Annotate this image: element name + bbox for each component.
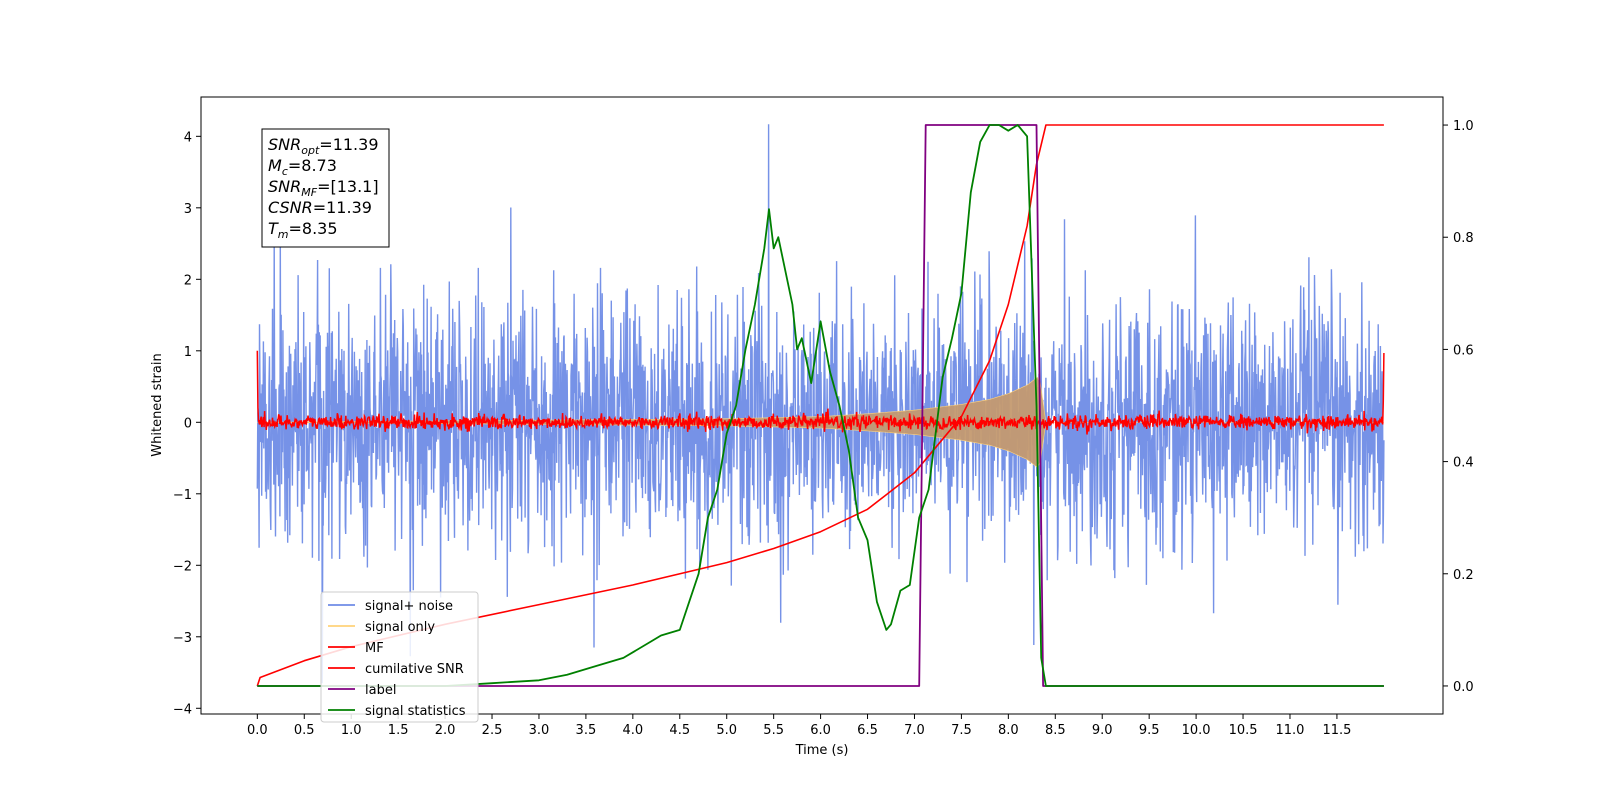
y-left-tick-label: −3 — [173, 631, 192, 646]
x-tick-label: 4.0 — [622, 723, 643, 738]
y-right-tick-label: 0.8 — [1453, 231, 1474, 246]
series-layer — [256, 124, 1385, 687]
series-mf — [256, 350, 1385, 435]
annotation-line: SNRopt=11.39 — [268, 135, 379, 157]
x-tick-label: 7.0 — [904, 723, 925, 738]
x-tick-label: 8.0 — [998, 723, 1019, 738]
plot-frame — [200, 96, 1444, 715]
x-tick-label: 11.0 — [1276, 723, 1305, 738]
legend-label: signal statistics — [365, 704, 466, 719]
legend-label: signal+ noise — [365, 599, 453, 614]
legend-label: MF — [365, 641, 384, 656]
legend-label: label — [365, 683, 396, 698]
annotation-frame — [261, 128, 390, 248]
x-tick-label: 1.5 — [388, 723, 409, 738]
legend-label: cumilative SNR — [365, 662, 464, 677]
x-tick-label: 6.5 — [857, 723, 878, 738]
y-left-tick-label: −1 — [173, 488, 192, 503]
x-tick-label: 6.0 — [810, 723, 831, 738]
x-tick-label: 11.5 — [1322, 723, 1351, 738]
x-tick-label: 5.5 — [763, 723, 784, 738]
x-tick-label: 7.5 — [951, 723, 972, 738]
y-left-tick-label: 4 — [184, 130, 192, 145]
y-left-tick-label: 3 — [184, 202, 192, 217]
x-axis-label: Time (s) — [795, 743, 849, 758]
annotation-line: Mc=8.73 — [268, 156, 337, 178]
series-signal-statistics — [257, 124, 1384, 687]
annotation-box: SNRopt=11.39Mc=8.73SNRMF=[13.1]CSNR=11.3… — [261, 128, 390, 248]
series-signal-noise — [256, 124, 1385, 684]
y-right-tick-label: 1.0 — [1453, 119, 1474, 134]
x-tick-label: 8.5 — [1045, 723, 1066, 738]
legend-frame — [320, 591, 479, 723]
y-left-tick-label: −2 — [173, 559, 192, 574]
x-tick-label: 9.5 — [1139, 723, 1160, 738]
x-tick-label: 5.0 — [716, 723, 737, 738]
x-tick-label: 3.5 — [576, 723, 597, 738]
y-axis-label: Whitened strain — [150, 353, 165, 456]
x-tick-label: 10.5 — [1229, 723, 1258, 738]
x-tick-label: 10.0 — [1182, 723, 1211, 738]
y-left-tick-label: 2 — [184, 273, 192, 288]
y-right-tick-label: 0.0 — [1453, 680, 1474, 695]
axes-layer: 0.0 0.5 1.0 1.5 2.0 2.5 3.0 3.5 4.0 4.5 5.0 5.5 6.0 6… — [173, 119, 1474, 738]
x-tick-label: 4.5 — [669, 723, 690, 738]
x-tick-label: 1.0 — [341, 723, 362, 738]
legend-label: signal only — [365, 620, 435, 635]
annotation-line: Tm=8.35 — [268, 219, 338, 241]
y-left-tick-label: 1 — [184, 345, 192, 360]
legend: signal+ noise signal only MF cumilative SNR… — [320, 591, 479, 723]
y-left-tick-label: 0 — [184, 416, 192, 431]
x-tick-label: 2.5 — [482, 723, 503, 738]
x-tick-label: 0.0 — [247, 723, 268, 738]
annotation-line: SNRMF=[13.1] — [268, 177, 379, 199]
y-left-tick-label: −4 — [173, 702, 192, 717]
y-right-tick-label: 0.6 — [1453, 343, 1474, 358]
x-tick-label: 9.0 — [1092, 723, 1113, 738]
x-tick-label: 0.5 — [294, 723, 315, 738]
y-right-tick-label: 0.4 — [1453, 456, 1474, 471]
x-tick-label: 3.0 — [529, 723, 550, 738]
x-tick-label: 2.0 — [435, 723, 456, 738]
annotation-line: CSNR=11.39 — [268, 198, 372, 217]
y-right-tick-label: 0.2 — [1453, 568, 1474, 583]
